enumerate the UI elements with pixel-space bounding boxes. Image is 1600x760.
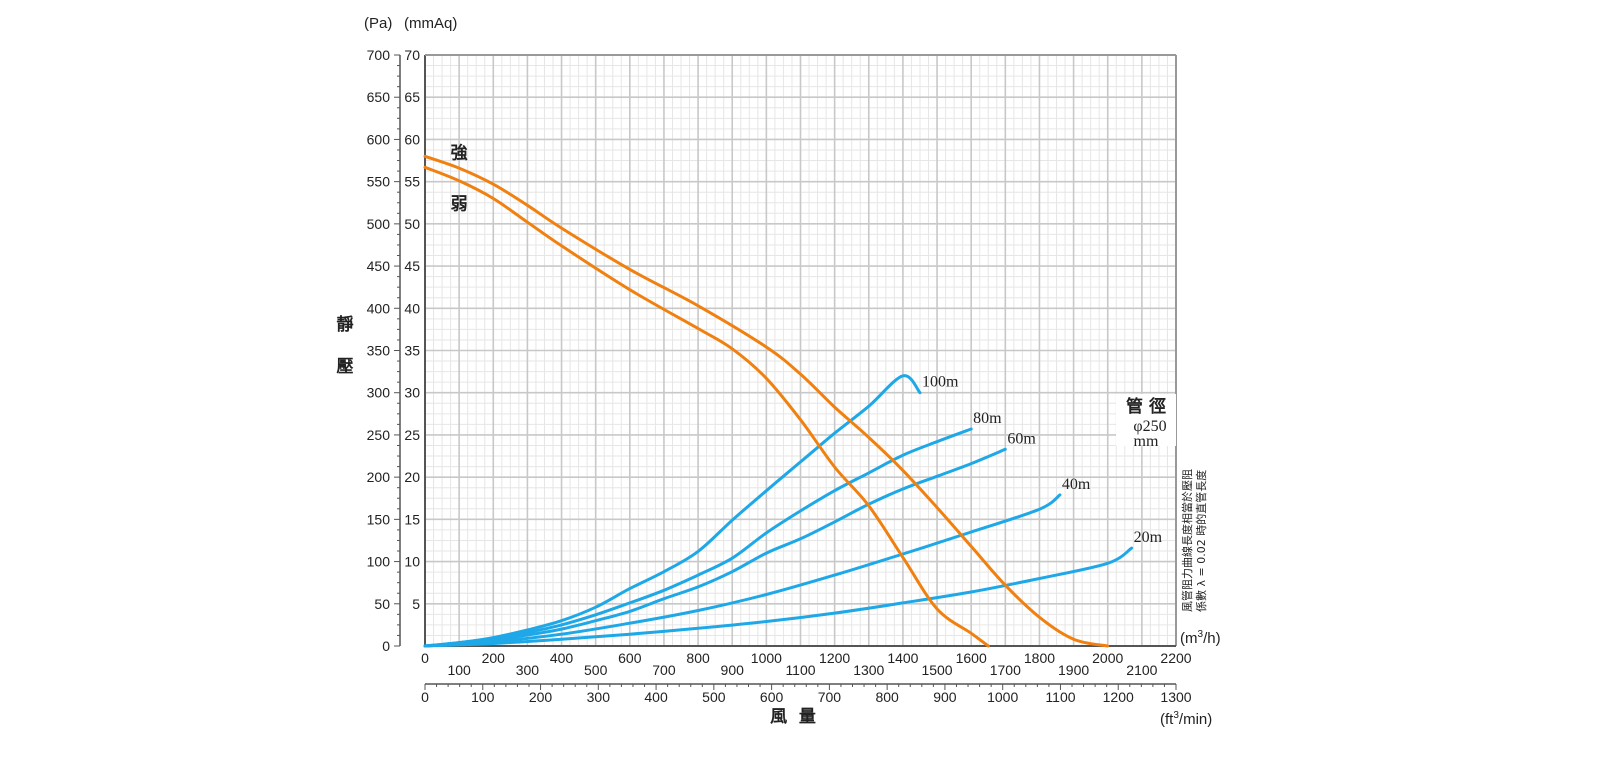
mmaq-tick-label: 60	[404, 131, 420, 147]
grid	[425, 55, 1176, 646]
cfm-tick-label: 200	[529, 689, 553, 705]
duct-curve-label: 100m	[922, 374, 959, 391]
mmaq-tick-label: 40	[404, 300, 420, 316]
pa-tick-label: 450	[367, 258, 391, 274]
cfm-tick-label: 1200	[1103, 689, 1134, 705]
m3h-tick-label: 500	[584, 662, 608, 678]
y-inner-unit: (mmAq)	[404, 15, 457, 32]
m3h-tick-label: 1000	[751, 650, 782, 666]
m3h-tick-label: 400	[550, 650, 574, 666]
cfm-tick-label: 1000	[987, 689, 1018, 705]
cfm-tick-label: 500	[702, 689, 726, 705]
m3h-tick-label: 0	[421, 650, 429, 666]
m3h-tick-label: 1600	[956, 650, 987, 666]
duct-curve-20m	[423, 546, 1134, 648]
y-left-unit: (Pa)	[364, 15, 392, 32]
pa-tick-label: 100	[367, 554, 391, 570]
m3h-tick-label: 2100	[1126, 662, 1157, 678]
cfm-tick-label: 900	[933, 689, 957, 705]
duct-curve-80m	[423, 427, 973, 648]
fan-curve-weak	[423, 165, 990, 648]
x-axis-label: 風 量	[770, 706, 816, 727]
mmaq-tick-label: 65	[404, 89, 420, 105]
m3h-tick-label: 1400	[887, 650, 918, 666]
m3h-tick-label: 1100	[785, 662, 815, 678]
m3h-tick-label: 600	[618, 650, 642, 666]
pa-tick-label: 300	[367, 385, 391, 401]
duct-curve-60m	[423, 447, 1007, 648]
duct-label-box	[1116, 394, 1176, 446]
m3h-tick-label: 700	[652, 662, 676, 678]
pa-tick-label: 700	[367, 47, 391, 63]
pa-tick-label: 50	[374, 596, 390, 612]
curves: 100m 80m 60m 40m 20m 強弱	[423, 142, 1163, 648]
cfm-tick-label: 700	[818, 689, 842, 705]
m3h-tick-label: 1900	[1058, 662, 1089, 678]
m3h-tick-label: 100	[447, 662, 471, 678]
duct-curve-label: 60m	[1007, 430, 1036, 447]
m3h-tick-label: 1300	[853, 662, 884, 678]
m3h-tick-label: 2200	[1160, 650, 1191, 666]
cfm-tick-label: 1300	[1160, 689, 1191, 705]
cfm-tick-label: 1100	[1045, 689, 1075, 705]
m3h-tick-label: 900	[721, 662, 745, 678]
m3h-tick-label: 1500	[921, 662, 952, 678]
pa-tick-label: 600	[367, 131, 391, 147]
note-line-2: 係數 λ = 0.02 時的直管長度	[1194, 470, 1208, 612]
pa-tick-label: 400	[367, 300, 391, 316]
pa-tick-label: 150	[367, 511, 391, 527]
cfm-tick-label: 400	[644, 689, 668, 705]
pa-tick-label: 550	[367, 174, 391, 190]
cfm-tick-label: 800	[875, 689, 899, 705]
cfm-tick-label: 100	[471, 689, 495, 705]
duct-diameter: φ250	[1133, 418, 1166, 435]
duct-curve-100m	[423, 374, 922, 648]
mmaq-tick-label: 30	[404, 385, 420, 401]
pa-tick-label: 500	[367, 216, 391, 232]
mmaq-tick-label: 70	[404, 47, 420, 63]
duct-curve-label: 40m	[1062, 476, 1091, 493]
y-axis-label-1: 靜	[337, 314, 354, 335]
mmaq-tick-label: 10	[404, 554, 420, 570]
m3h-tick-label: 1700	[990, 662, 1021, 678]
m3h-tick-label: 300	[516, 662, 540, 678]
pa-tick-label: 350	[367, 343, 391, 359]
duct-curve-label: 80m	[973, 410, 1002, 427]
fan-curve-strong	[423, 154, 1110, 648]
pa-tick-label: 0	[382, 638, 390, 654]
pa-tick-label: 250	[367, 427, 391, 443]
mmaq-tick-label: 35	[404, 343, 420, 359]
y-axis-label-2: 壓	[337, 357, 354, 377]
m3h-tick-label: 200	[482, 650, 506, 666]
cfm-tick-label: 300	[587, 689, 611, 705]
mmaq-tick-label: 45	[404, 258, 420, 274]
note-line-1: 風管阻力曲線長度相當於壓阻	[1180, 469, 1194, 612]
m3h-tick-label: 2000	[1092, 650, 1123, 666]
mmaq-tick-label: 55	[404, 174, 420, 190]
labels: (Pa) (mmAq) 靜 壓 風 量 (m3/h) (ft3/min) 管 徑…	[337, 15, 1221, 728]
duct-curve-40m	[423, 493, 1062, 648]
fan-curve-label: 強	[451, 142, 468, 163]
duct-unit: mm	[1134, 433, 1159, 450]
m3h-tick-label: 800	[686, 650, 710, 666]
m3h-tick-label: 1800	[1024, 650, 1055, 666]
pa-tick-label: 650	[367, 89, 391, 105]
cfm-tick-label: 600	[760, 689, 784, 705]
m3h-tick-label: 1200	[819, 650, 850, 666]
m3h-unit: (m3/h)	[1180, 629, 1221, 647]
mmaq-tick-label: 5	[412, 596, 420, 612]
mmaq-tick-label: 20	[404, 469, 420, 485]
cfm-unit: (ft3/min)	[1160, 710, 1212, 728]
fan-curve-label: 弱	[451, 194, 468, 214]
mmaq-tick-label: 15	[404, 511, 420, 527]
duct-title: 管 徑	[1126, 396, 1166, 417]
mmaq-tick-label: 50	[404, 216, 420, 232]
axes: 0501001502002503003504004505005506006507…	[367, 47, 1192, 705]
pa-tick-label: 200	[367, 469, 391, 485]
mmaq-tick-label: 25	[404, 427, 420, 443]
duct-curve-label: 20m	[1134, 529, 1163, 546]
cfm-tick-label: 0	[421, 689, 429, 705]
